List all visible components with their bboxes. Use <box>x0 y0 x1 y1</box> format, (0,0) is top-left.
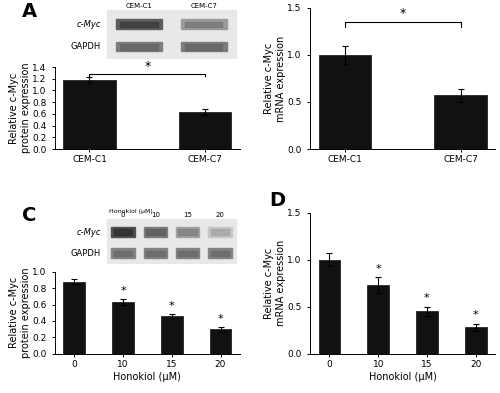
Text: 20: 20 <box>216 212 224 218</box>
Text: *: * <box>400 7 406 20</box>
Bar <box>185 22 222 28</box>
Bar <box>64 80 116 149</box>
Bar <box>176 227 200 237</box>
Bar <box>107 219 236 263</box>
Bar <box>146 230 165 235</box>
Bar <box>208 248 232 258</box>
Y-axis label: Relative c-Myc
mRNA expression: Relative c-Myc mRNA expression <box>264 240 286 326</box>
Y-axis label: Relative c-Myc
mRNA expression: Relative c-Myc mRNA expression <box>264 35 286 121</box>
Bar <box>116 19 162 29</box>
Y-axis label: Relative c-Myc
protein expression: Relative c-Myc protein expression <box>10 63 31 153</box>
Text: *: * <box>144 60 150 73</box>
Text: *: * <box>169 301 174 311</box>
Bar <box>146 251 165 256</box>
Text: Honokiol (µM): Honokiol (µM) <box>108 209 152 213</box>
Y-axis label: Relative c-Myc
protein expression: Relative c-Myc protein expression <box>10 267 31 358</box>
Bar <box>416 311 438 354</box>
X-axis label: Honokiol (µM): Honokiol (µM) <box>368 372 436 382</box>
Text: *: * <box>218 314 224 324</box>
Text: 15: 15 <box>183 212 192 218</box>
Bar <box>210 251 230 256</box>
X-axis label: Honokiol (µM): Honokiol (µM) <box>114 372 182 382</box>
Bar <box>116 42 162 51</box>
Text: 10: 10 <box>151 212 160 218</box>
Bar <box>180 42 227 51</box>
Text: GAPDH: GAPDH <box>71 248 101 257</box>
Bar <box>64 281 86 354</box>
Bar <box>208 227 232 237</box>
Text: c-Myc: c-Myc <box>76 228 101 237</box>
Text: CEM-C1: CEM-C1 <box>126 4 152 9</box>
Text: 0: 0 <box>120 212 125 218</box>
Text: CEM-C7: CEM-C7 <box>190 4 218 9</box>
Bar <box>367 285 389 354</box>
Bar <box>210 329 232 354</box>
Bar <box>112 227 134 237</box>
Text: D: D <box>270 191 285 210</box>
Bar <box>176 248 200 258</box>
Text: *: * <box>424 293 430 303</box>
Bar <box>120 22 158 28</box>
Bar <box>144 227 167 237</box>
Bar <box>114 251 132 256</box>
Bar <box>112 248 134 258</box>
Bar <box>120 44 158 50</box>
Text: *: * <box>120 286 126 296</box>
Bar <box>112 302 134 354</box>
Text: *: * <box>473 310 478 320</box>
Text: C: C <box>22 206 36 226</box>
Text: A: A <box>22 2 37 21</box>
Bar <box>180 112 232 149</box>
Bar <box>434 95 486 149</box>
Bar <box>210 230 230 235</box>
Bar <box>178 251 197 256</box>
Bar <box>107 11 236 58</box>
Bar <box>114 230 132 235</box>
Bar <box>318 260 340 354</box>
Bar <box>161 316 183 354</box>
Text: *: * <box>376 264 381 274</box>
Bar <box>178 230 197 235</box>
Text: c-Myc: c-Myc <box>76 20 101 29</box>
Bar <box>318 55 370 149</box>
Bar <box>144 248 167 258</box>
Text: GAPDH: GAPDH <box>71 42 101 51</box>
Bar <box>464 327 486 354</box>
Bar <box>185 44 222 50</box>
Bar <box>180 19 227 29</box>
